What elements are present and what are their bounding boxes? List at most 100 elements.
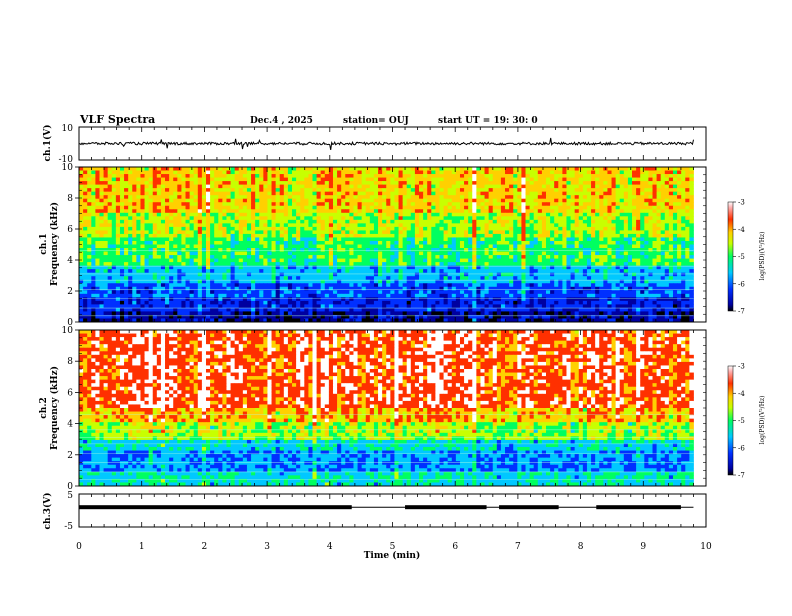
ch1-spectrogram-cell	[161, 234, 166, 238]
ch1-spectrogram-cell	[669, 209, 674, 213]
ch1-spectrogram-cell	[272, 202, 277, 206]
ch1-spectrogram-cell	[583, 178, 588, 182]
ch1-spectrogram-cell	[325, 276, 330, 280]
ch1-spectrogram-cell	[394, 255, 399, 259]
ch1-spectrogram-cell	[595, 237, 600, 241]
ch1-spectrogram-cell	[255, 199, 260, 203]
ch1-spectrogram-cell	[206, 241, 211, 245]
ch1-spectrogram-cell	[505, 259, 510, 263]
ch1-spectrogram-cell	[280, 209, 285, 213]
ch1-spectrogram-cell	[628, 234, 633, 238]
ch1-spectrogram-cell	[186, 202, 191, 206]
ch1-spectrogram-cell	[509, 259, 514, 263]
ch1-spectrogram-cell	[276, 181, 281, 185]
ch1-spectrogram-cell	[493, 241, 498, 245]
ch1-spectrogram-cell	[390, 206, 395, 210]
ch1-spectrogram-cell	[419, 227, 424, 231]
ch1-spectrogram-cell	[534, 276, 539, 280]
ch1-spectrogram-cell	[542, 234, 547, 238]
ch1-spectrogram-cell	[653, 213, 658, 217]
ch1-spectrogram-cell	[521, 209, 526, 213]
ch1-spectrogram-cell	[427, 262, 432, 266]
ch1-spectrogram-cell	[415, 171, 420, 175]
ch1-spectrogram-cell	[669, 245, 674, 249]
ch1-spectrogram-cell	[612, 269, 617, 273]
ch1-spectrogram-cell	[431, 276, 436, 280]
ch1-spectrogram-cell	[546, 185, 551, 189]
ch1-spectrogram-cell	[394, 230, 399, 234]
ch1-spectrogram-cell	[493, 252, 498, 256]
ch1-spectrogram-cell	[317, 276, 322, 280]
ch1-spectrogram-cell	[222, 174, 227, 178]
ch1-spectrogram-cell	[386, 230, 391, 234]
ch1-spectrogram-cell	[399, 255, 404, 259]
ch1-spectrogram-cell	[99, 199, 104, 203]
ch1-spectrogram-cell	[468, 255, 473, 259]
ch1-spectrogram-cell	[583, 255, 588, 259]
ch1-spectrogram-cell	[280, 206, 285, 210]
ch1-spectrogram-cell	[149, 227, 154, 231]
ch1-spectrogram-cell	[628, 185, 633, 189]
ch1-spectrogram-cell	[636, 188, 641, 192]
ch1-spectrogram-cell	[612, 223, 617, 227]
ch1-spectrogram-cell	[628, 188, 633, 192]
ch1-spectrogram-cell	[267, 202, 272, 206]
ch1-spectrogram-cell	[337, 248, 342, 252]
ch1-spectrogram-cell	[480, 248, 485, 252]
ch1-spectrogram-cell	[202, 195, 207, 199]
ch1-spectrogram-cell	[378, 195, 383, 199]
ch1-spectrogram-cell	[591, 230, 596, 234]
ch1-spectrogram-cell	[198, 262, 203, 266]
ch1-spectrogram-cell	[624, 216, 629, 220]
ch1-spectrogram-cell	[669, 199, 674, 203]
ch1-spectrogram-cell	[210, 195, 215, 199]
ch1-spectrogram-cell	[120, 188, 125, 192]
ch1-spectrogram-cell	[501, 273, 506, 277]
ch1-spectrogram-cell	[390, 259, 395, 263]
ch1-spectrogram-cell	[235, 234, 240, 238]
ch1-spectrogram-cell	[169, 237, 174, 241]
ch1-spectrogram-cell	[575, 209, 580, 213]
ch1-spectrogram-cell	[349, 192, 354, 196]
ch1-spectrogram-cell	[231, 237, 236, 241]
ch1-spectrogram-cell	[415, 223, 420, 227]
ch1-spectrogram-cell	[624, 227, 629, 231]
ch1-spectrogram-cell	[136, 237, 141, 241]
ch1-spectrogram-cell	[571, 202, 576, 206]
ch1-spectrogram-cell	[423, 216, 428, 220]
ch1-spectrogram-cell	[628, 269, 633, 273]
ch1-spectrogram-cell	[210, 167, 215, 171]
ch1-spectrogram-cell	[493, 178, 498, 182]
ch1-spectrogram-cell	[661, 227, 666, 231]
ch1-spectrogram-cell	[136, 188, 141, 192]
ch1-spectrogram-cell	[624, 174, 629, 178]
ch1-spectrogram-cell	[165, 220, 170, 224]
ch1-spectrogram-cell	[509, 178, 514, 182]
ch1-spectrogram-cell	[526, 273, 531, 277]
ch1-spectrogram-cell	[587, 241, 592, 245]
ch1-spectrogram-cell	[358, 167, 363, 171]
ch1-spectrogram-cell	[194, 220, 199, 224]
ch1-spectrogram-cell	[210, 181, 215, 185]
ch1-spectrogram-cell	[267, 223, 272, 227]
ch1-spectrogram-cell	[452, 255, 457, 259]
ch1-spectrogram-cell	[554, 234, 559, 238]
ch1-spectrogram-cell	[571, 273, 576, 277]
ch1-spectrogram-cell	[83, 192, 88, 196]
ch1-spectrogram-cell	[399, 174, 404, 178]
ch1-spectrogram-cell	[312, 241, 317, 245]
ch1-spectrogram-cell	[489, 255, 494, 259]
ch1-spectrogram-cell	[489, 237, 494, 241]
ch1-spectrogram-cell	[661, 220, 666, 224]
ch1-spectrogram-cell	[124, 245, 129, 249]
ch1-spectrogram-cell	[534, 234, 539, 238]
ch1-spectrogram-cell	[517, 237, 522, 241]
ch1-spectrogram-cell	[673, 230, 678, 234]
ch1-spectrogram-cell	[444, 273, 449, 277]
ch1-spectrogram-cell	[620, 255, 625, 259]
ch1-spectrogram-cell	[603, 216, 608, 220]
ch1-spectrogram-cell	[505, 248, 510, 252]
ch1-spectrogram-cell	[427, 230, 432, 234]
ch1-spectrogram-cell	[239, 237, 244, 241]
ch1-spectrogram-cell	[177, 273, 182, 277]
